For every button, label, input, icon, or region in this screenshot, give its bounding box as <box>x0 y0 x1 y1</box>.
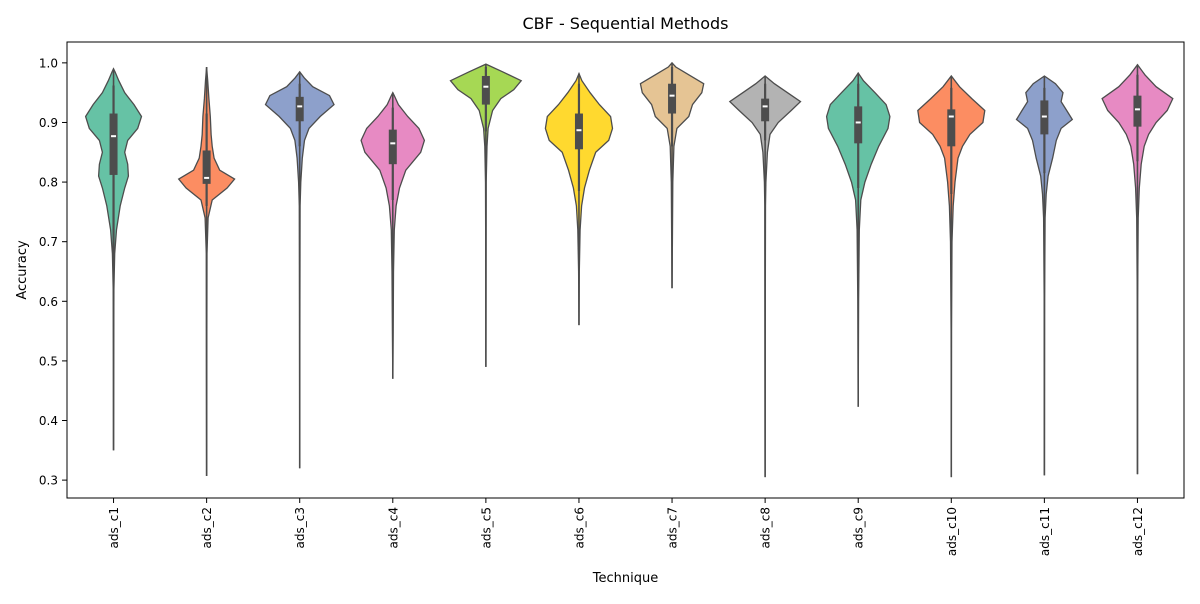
y-tick-label: 0.9 <box>39 116 58 130</box>
y-tick-label: 0.6 <box>39 295 58 309</box>
x-tick-label: ads_c1 <box>107 507 121 548</box>
y-tick-label: 0.8 <box>39 176 58 190</box>
x-axis-label: Technique <box>592 571 658 586</box>
violin-median-marker <box>483 85 489 88</box>
y-axis: 0.3 0.4 0.5 0.6 0.7 0.8 0.9 1.0 <box>39 56 67 488</box>
violin-median-marker <box>669 94 675 97</box>
y-tick-label: 0.3 <box>39 474 58 488</box>
violin-median-marker <box>297 105 303 108</box>
y-tick-label: 0.7 <box>39 235 58 249</box>
x-tick-label: ads_c12 <box>1131 507 1145 556</box>
violin-iqr-box <box>668 83 677 114</box>
violin-iqr-box <box>761 98 770 122</box>
x-tick-label: ads_c2 <box>200 507 214 548</box>
y-tick-label: 0.5 <box>39 354 58 368</box>
violin-median-marker <box>948 115 954 118</box>
x-tick-label: ads_c10 <box>945 507 959 556</box>
x-tick-label: ads_c8 <box>759 507 773 548</box>
violin-iqr-box <box>388 129 397 165</box>
plot-frame <box>66 41 1185 499</box>
violin-median-marker <box>204 176 210 179</box>
x-tick-label: ads_c5 <box>479 507 493 548</box>
violin-iqr-box <box>481 75 490 105</box>
y-axis-label: Accuracy <box>15 240 30 300</box>
x-axis: ads_c1 ads_c2 ads_c3 ads_c4 ads_c5 ads_c6 ads_… <box>107 498 1145 556</box>
violin-median-marker <box>390 142 396 145</box>
x-tick-label: ads_c11 <box>1038 507 1052 556</box>
violin-median-marker <box>762 105 768 108</box>
violin-iqr-box <box>947 109 956 147</box>
violin-group <box>360 91 426 379</box>
violin-group <box>544 71 614 326</box>
violin-group <box>177 66 236 476</box>
violin-group <box>1101 63 1174 475</box>
violin-iqr-box <box>202 150 211 184</box>
violin-group <box>728 75 802 478</box>
violin-iqr-box <box>1133 95 1142 127</box>
violin-group <box>1015 75 1074 476</box>
violin-group <box>825 71 891 407</box>
violin-group <box>917 74 986 478</box>
x-tick-label: ads_c3 <box>293 507 307 548</box>
violin-group <box>84 67 143 451</box>
violins-layer <box>84 61 1174 478</box>
violin-median-marker <box>1041 115 1047 118</box>
y-tick-label: 1.0 <box>39 56 58 70</box>
violin-group <box>264 70 335 469</box>
violin-group <box>639 61 705 289</box>
chart-title: CBF - Sequential Methods <box>523 14 729 33</box>
x-tick-label: ads_c7 <box>666 507 680 548</box>
x-tick-label: ads_c4 <box>386 507 400 548</box>
violin-median-marker <box>1134 108 1140 111</box>
violin-iqr-box <box>109 113 118 175</box>
violin-median-marker <box>855 121 861 124</box>
violin-iqr-box <box>574 113 583 150</box>
violin-group <box>449 63 523 367</box>
violin-median-marker <box>111 135 117 138</box>
violin-iqr-box <box>295 96 304 122</box>
y-tick-label: 0.4 <box>39 414 58 428</box>
violin-median-marker <box>576 129 582 132</box>
x-tick-label: ads_c6 <box>572 507 586 548</box>
violin-iqr-box <box>854 106 863 144</box>
x-tick-label: ads_c9 <box>852 507 866 548</box>
